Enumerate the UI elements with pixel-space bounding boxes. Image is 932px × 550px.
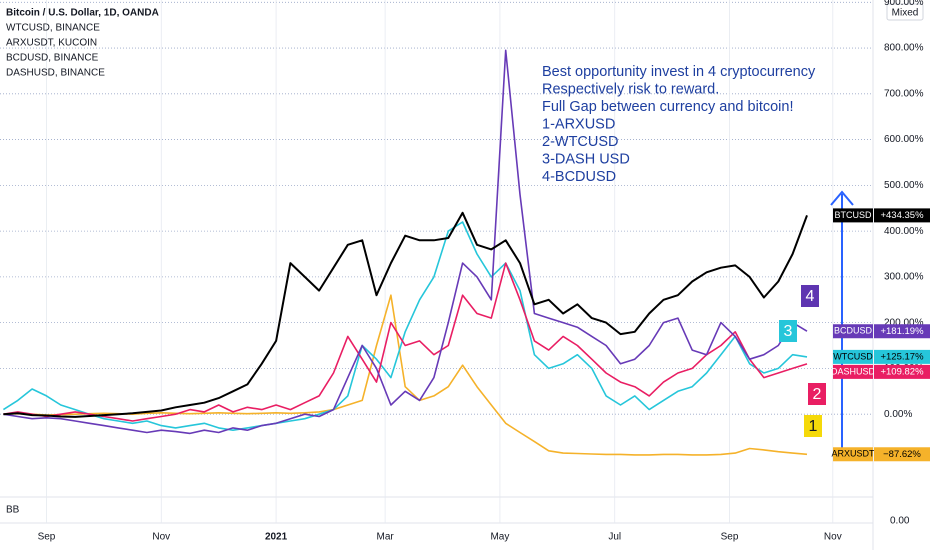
tag-value: −87.62%: [883, 449, 921, 460]
x-tick-label: Nov: [824, 532, 842, 543]
annotation: Best opportunity invest in 4 cryptocurre…: [542, 64, 816, 80]
x-tick-label: Sep: [38, 532, 56, 543]
indicator-label: BB: [6, 505, 20, 516]
tag-name-box: [833, 324, 873, 339]
tag-value-box: [874, 447, 930, 462]
tag-name: BTCUSD: [834, 210, 872, 220]
badge: [779, 320, 797, 342]
plot: 0.00%100.00%200.00%300.00%400.00%500.00%…: [0, 0, 924, 543]
badge: [804, 415, 822, 437]
tag-value-box: [874, 349, 930, 364]
annotation: 2-WTCUSD: [542, 134, 619, 150]
tag-value: +181.19%: [880, 326, 924, 337]
y-tick-label: 400.00%: [884, 226, 924, 237]
tag-name: DASHUSD: [831, 366, 876, 376]
tag-value-box: [874, 208, 930, 223]
x-tick-label: Jul: [608, 532, 621, 543]
tag-name-box: [833, 364, 873, 379]
badge-text: 2: [813, 386, 822, 403]
y-tick-label: 800.00%: [884, 43, 924, 54]
badge: [801, 285, 819, 307]
annotation: 4-BCDUSD: [542, 169, 616, 185]
x-tick-label: Mar: [377, 532, 395, 543]
y-tick-label: 600.00%: [884, 134, 924, 145]
arrow-head: [830, 190, 854, 206]
legend-entry: WTCUSD, BINANCE: [6, 23, 100, 34]
x-tick-label: May: [490, 532, 509, 543]
series-line: [3, 294, 808, 456]
badge-text: 3: [784, 323, 793, 340]
tag-name: ARXUSDT: [831, 449, 875, 459]
series-line: [3, 211, 808, 418]
y-tick-label: 300.00%: [884, 272, 924, 283]
tag-value-box: [874, 324, 930, 339]
y-tick-label: 500.00%: [884, 180, 924, 191]
y-tick-label: 900.00%: [884, 0, 924, 8]
badge: [808, 383, 826, 405]
y-tick-label: 200.00%: [884, 317, 924, 328]
tag-value-box: [874, 364, 930, 379]
scale-mode: Mixed: [892, 8, 919, 19]
tag-name: WTCUSD: [833, 351, 873, 361]
badge-text: 1: [809, 418, 818, 435]
tag-name-box: [833, 447, 873, 462]
series-line: [3, 49, 808, 435]
tag-value: +434.35%: [880, 210, 924, 221]
legend-entry: ARXUSDT, KUCOIN: [6, 38, 97, 49]
tag-name-box: [833, 349, 873, 364]
legend-entry: BCDUSD, BINANCE: [6, 53, 99, 64]
annotation: 3-DASH USD: [542, 151, 630, 167]
series-line: [3, 262, 808, 422]
x-tick-label: Nov: [152, 532, 170, 543]
y-tick-label: 700.00%: [884, 88, 924, 99]
annotation: 1-ARXUSD: [542, 116, 615, 132]
annotation: Respectively risk to reward.: [542, 81, 719, 97]
legend-entry: DASHUSD, BINANCE: [6, 68, 105, 79]
tag-value: +109.82%: [880, 366, 924, 377]
overlay: 1 2 3 4 Best opportunity invest in 4 cry…: [6, 8, 930, 462]
tag-name: BCDUSD: [834, 326, 873, 336]
x-tick-label: Sep: [721, 532, 739, 543]
annotation: Full Gap between currency and bitcoin!: [542, 99, 793, 115]
y-tick-label: 0.00%: [884, 409, 912, 420]
badge-text: 4: [806, 288, 815, 305]
series-line: [2, 221, 808, 431]
tag-name-box: [833, 208, 873, 223]
lower-pane-tick: 0.00: [890, 516, 910, 527]
legend-entry: Bitcoin / U.S. Dollar, 1D, OANDA: [6, 8, 159, 19]
scale-mode-button[interactable]: [886, 3, 924, 21]
tag-value: +125.17%: [880, 351, 924, 362]
x-tick-label: 2021: [265, 532, 288, 543]
